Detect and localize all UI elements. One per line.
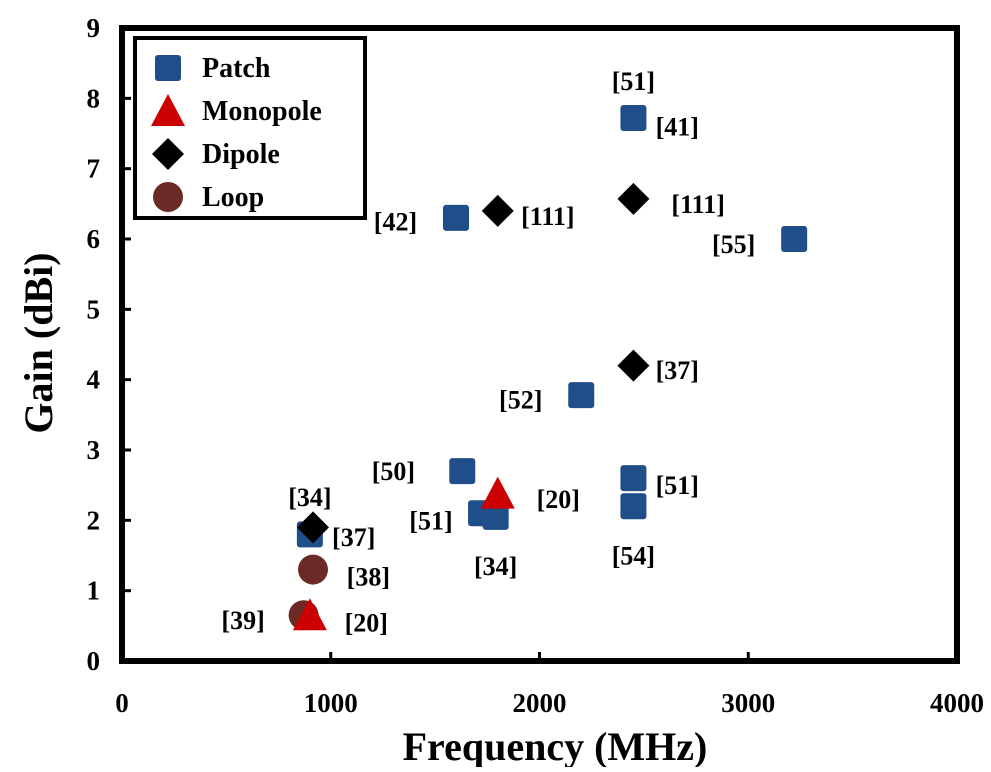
legend-monopole-marker (151, 94, 185, 126)
data-points (288, 105, 808, 631)
patch-point (620, 465, 647, 492)
y-tick-label: 2 (87, 505, 101, 535)
point-annotation: [111] (671, 190, 724, 219)
x-axis-ticks: 0 1000 2000 3000 4000 (115, 652, 984, 718)
y-tick-label: 1 (87, 576, 101, 606)
point-annotation: [20] (537, 485, 580, 514)
dipole-point (617, 182, 650, 215)
point-annotation: [37] (332, 523, 375, 552)
point-annotation: [38] (347, 563, 390, 592)
y-tick-label: 6 (87, 224, 101, 254)
legend-label: Dipole (202, 139, 280, 170)
point-annotation: [52] (499, 385, 542, 414)
x-tick-label: 3000 (721, 688, 775, 718)
patch-point (620, 105, 647, 132)
y-tick-label: 8 (87, 83, 101, 113)
y-tick-label: 4 (87, 365, 101, 395)
point-annotation: [34] (288, 483, 331, 512)
legend-loop-marker (153, 182, 183, 212)
patch-point (781, 226, 808, 252)
x-tick-label: 4000 (930, 688, 984, 718)
loop-point (298, 554, 329, 585)
patch-point (482, 503, 509, 530)
patch-point (568, 382, 595, 409)
y-axis-ticks: 0 1 2 3 4 5 6 7 8 9 (87, 13, 131, 676)
point-annotation: [50] (372, 457, 415, 486)
y-tick-label: 0 (87, 646, 101, 676)
x-axis-title: Frequency (MHz) (403, 724, 708, 767)
dipole-point (481, 194, 514, 227)
legend-label: Patch (202, 53, 271, 84)
patch-point (620, 493, 647, 520)
x-tick-label: 0 (115, 688, 129, 718)
patch-point (443, 204, 469, 231)
dipole-point (617, 349, 650, 382)
point-annotation: [41] (656, 112, 699, 141)
legend-label: Monopole (202, 96, 322, 127)
point-annotation: [51] (409, 506, 452, 535)
y-tick-label: 5 (87, 294, 101, 324)
legend-patch-marker (155, 55, 181, 81)
point-annotation: [20] (345, 608, 388, 637)
x-tick-label: 2000 (513, 688, 567, 718)
monopole-point (480, 476, 515, 509)
y-tick-label: 7 (87, 154, 101, 184)
monopole-point (292, 598, 327, 631)
point-annotation: [54] (612, 542, 655, 571)
legend-label: Loop (202, 182, 264, 213)
legend: Patch Monopole Dipole Loop (133, 36, 367, 220)
legend-dipole-marker (152, 138, 184, 170)
dipole-point (297, 511, 330, 544)
point-annotation: [51] (656, 471, 699, 500)
point-annotation: [37] (656, 356, 699, 385)
point-annotations: [51][41][42] [111] [111][55][37][52][50][2… (221, 67, 755, 638)
y-tick-label: 9 (87, 13, 101, 43)
y-axis-title: Gain (dBi) (16, 252, 61, 433)
x-tick-label: 1000 (304, 688, 358, 718)
point-annotation: [39] (221, 606, 264, 635)
y-tick-label: 3 (87, 435, 101, 465)
point-annotation: [34] (474, 552, 517, 581)
patch-point (449, 458, 476, 485)
point-annotation: [55] (712, 230, 755, 259)
point-annotation: [42] (374, 207, 417, 236)
point-annotation: [111] (521, 202, 574, 231)
point-annotation: [51] (612, 67, 655, 96)
